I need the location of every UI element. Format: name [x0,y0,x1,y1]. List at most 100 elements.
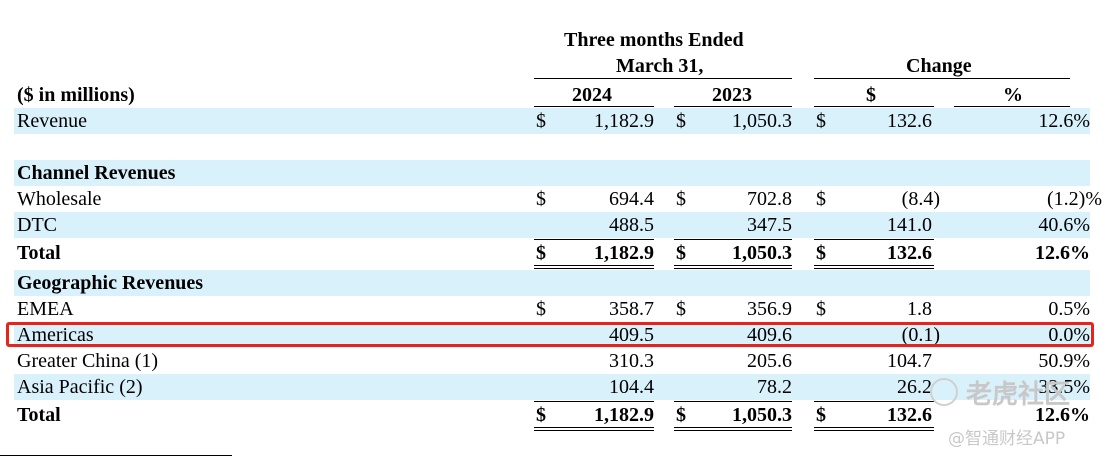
row-label: Total [17,404,61,426]
value-change-pct: 0.5% [1048,298,1090,320]
dollar-sign: $ [816,188,826,210]
value-change-pct: 12.6% [1035,404,1090,426]
table-row-americas: Americas 409.5 409.6 (0.1) 0.0% [14,322,1090,348]
dollar-sign: $ [676,242,686,264]
dollar-sign: $ [816,298,826,320]
period-title-line1: Three months Ended [564,29,744,51]
subtotal-rule-change [814,239,934,240]
value-2024: 104.4 [609,376,654,398]
table-row-geographic-total: Total $ 1,182.9 $ 1,050.3 $ 132.6 12.6% [14,402,1090,428]
dollar-sign: $ [676,188,686,210]
value-change: 132.6 [887,110,932,132]
section-heading: Geographic Revenues [17,272,204,294]
value-2023: 1,050.3 [732,242,792,264]
total-double-rule-2024 [534,427,654,431]
value-2024: 488.5 [609,214,654,236]
period-title-line2: March 31, [616,55,704,77]
dollar-sign: $ [536,110,546,132]
value-change-pct: 12.6% [1035,242,1090,264]
value-2024: 1,182.9 [594,404,654,426]
col-change-pct-header: % [1003,84,1023,106]
value-2024: 1,182.9 [594,110,654,132]
row-label: Asia Pacific (2) [17,376,143,398]
row-label: Revenue [17,110,87,132]
row-label: Americas [17,324,94,346]
value-2023: 702.8 [747,188,792,210]
watermark-community: 老虎社区 [966,380,1071,410]
table-row-revenue: Revenue $ 1,182.9 $ 1,050.3 $ 132.6 12.6… [14,108,1090,134]
dollar-sign: $ [676,404,686,426]
dollar-sign: $ [676,298,686,320]
period-header-rule [534,78,792,79]
col-2023-rule [674,106,792,107]
unit-label: ($ in millions) [17,84,135,106]
value-2024: 409.5 [609,324,654,346]
value-change: (8.4) [901,188,940,210]
value-change: 104.7 [887,350,932,372]
row-label: DTC [17,214,57,236]
total-double-rule-change [814,265,934,269]
value-2024: 694.4 [609,188,654,210]
dollar-sign: $ [536,242,546,264]
value-change: 1.8 [907,298,932,320]
change-title: Change [906,55,972,77]
value-change: 141.0 [887,214,932,236]
highlight-box [6,322,1094,347]
dollar-sign: $ [676,110,686,132]
table-row-channel-total: Total $ 1,182.9 $ 1,050.3 $ 132.6 12.6% [14,240,1090,266]
total-double-rule-2024 [534,265,654,269]
value-2024: 358.7 [609,298,654,320]
subtotal-rule-2023 [674,401,792,402]
subtotal-rule-2024 [534,401,654,402]
dollar-sign: $ [816,110,826,132]
table-row-emea: EMEA $ 358.7 $ 356.9 $ 1.8 0.5% [14,296,1090,322]
value-2023: 347.5 [747,214,792,236]
value-2024: 310.3 [609,350,654,372]
col-change-pct-rule [954,106,1070,107]
row-label: Wholesale [17,188,102,210]
table-row-wholesale: Wholesale $ 694.4 $ 702.8 $ (8.4) (1.2)% [14,186,1102,212]
subtotal-rule-2023 [674,239,792,240]
subtotal-rule-2024 [534,239,654,240]
total-double-rule-2023 [674,265,792,269]
section-row-geographic: Geographic Revenues [14,270,1090,296]
watermark-logo-icon [930,378,958,406]
value-change: (0.1) [901,324,940,346]
value-change-pct: 50.9% [1038,350,1090,372]
change-header-rule [814,78,1070,79]
row-label: EMEA [17,298,74,320]
footnote-rule [0,455,232,456]
value-change-pct: 33.5% [1038,376,1090,398]
col-change-dollar-header: $ [866,84,876,106]
dollar-sign: $ [816,242,826,264]
row-label: Total [17,242,61,264]
row-label: Greater China (1) [17,350,159,372]
dollar-sign: $ [816,404,826,426]
dollar-sign: $ [536,188,546,210]
value-2023: 409.6 [747,324,792,346]
col-2024-header: 2024 [572,84,612,106]
table-row-greater-china: Greater China (1) 310.3 205.6 104.7 50.9… [14,348,1090,374]
watermark-app: @智通财经APP [948,429,1066,449]
value-2023: 356.9 [747,298,792,320]
table-row-asia-pacific: Asia Pacific (2) 104.4 78.2 26.2 33.5% [14,374,1090,400]
value-2023: 1,050.3 [732,404,792,426]
value-2024: 1,182.9 [594,242,654,264]
value-change: 26.2 [897,376,932,398]
value-change-pct: 0.0% [1048,324,1090,346]
value-2023: 205.6 [747,350,792,372]
total-double-rule-change [814,427,934,431]
total-double-rule-2023 [674,427,792,431]
value-change-pct: (1.2)% [1047,188,1102,210]
col-change-dollar-rule [814,106,934,107]
value-change: 132.6 [887,404,932,426]
table-row-dtc: DTC 488.5 347.5 141.0 40.6% [14,212,1090,238]
value-2023: 1,050.3 [732,110,792,132]
value-change-pct: 12.6% [1038,110,1090,132]
col-2024-rule [534,106,654,107]
section-row-channel: Channel Revenues [14,160,1090,186]
value-2023: 78.2 [757,376,792,398]
dollar-sign: $ [536,404,546,426]
value-change: 132.6 [887,242,932,264]
col-2023-header: 2023 [712,84,752,106]
